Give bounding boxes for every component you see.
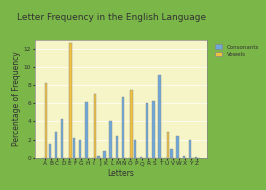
Bar bbox=[158, 75, 161, 158]
Text: Letter Frequency in the English Language: Letter Frequency in the English Language bbox=[17, 13, 206, 22]
Bar bbox=[85, 102, 88, 158]
X-axis label: Letters: Letters bbox=[107, 169, 135, 178]
Bar bbox=[94, 94, 96, 158]
Bar bbox=[79, 140, 81, 158]
Bar bbox=[171, 149, 173, 158]
Bar bbox=[115, 136, 118, 158]
Bar bbox=[69, 43, 72, 158]
Bar bbox=[152, 101, 155, 158]
Bar bbox=[73, 138, 75, 158]
Bar bbox=[182, 156, 185, 158]
Bar bbox=[48, 144, 51, 158]
Bar bbox=[134, 140, 136, 158]
Bar bbox=[122, 97, 124, 158]
Bar bbox=[97, 156, 100, 158]
Bar bbox=[130, 90, 133, 158]
Bar bbox=[55, 132, 57, 158]
Bar bbox=[140, 157, 142, 158]
Bar bbox=[61, 119, 63, 158]
Bar bbox=[103, 151, 106, 158]
Bar bbox=[146, 103, 148, 158]
Legend: Consonants, Vowels: Consonants, Vowels bbox=[214, 43, 260, 59]
Bar bbox=[189, 140, 191, 158]
Bar bbox=[167, 132, 169, 158]
Bar bbox=[45, 83, 47, 158]
Bar bbox=[195, 157, 197, 158]
Bar bbox=[109, 121, 112, 158]
Bar bbox=[176, 136, 179, 158]
Y-axis label: Percentage of Frequency: Percentage of Frequency bbox=[12, 51, 21, 146]
